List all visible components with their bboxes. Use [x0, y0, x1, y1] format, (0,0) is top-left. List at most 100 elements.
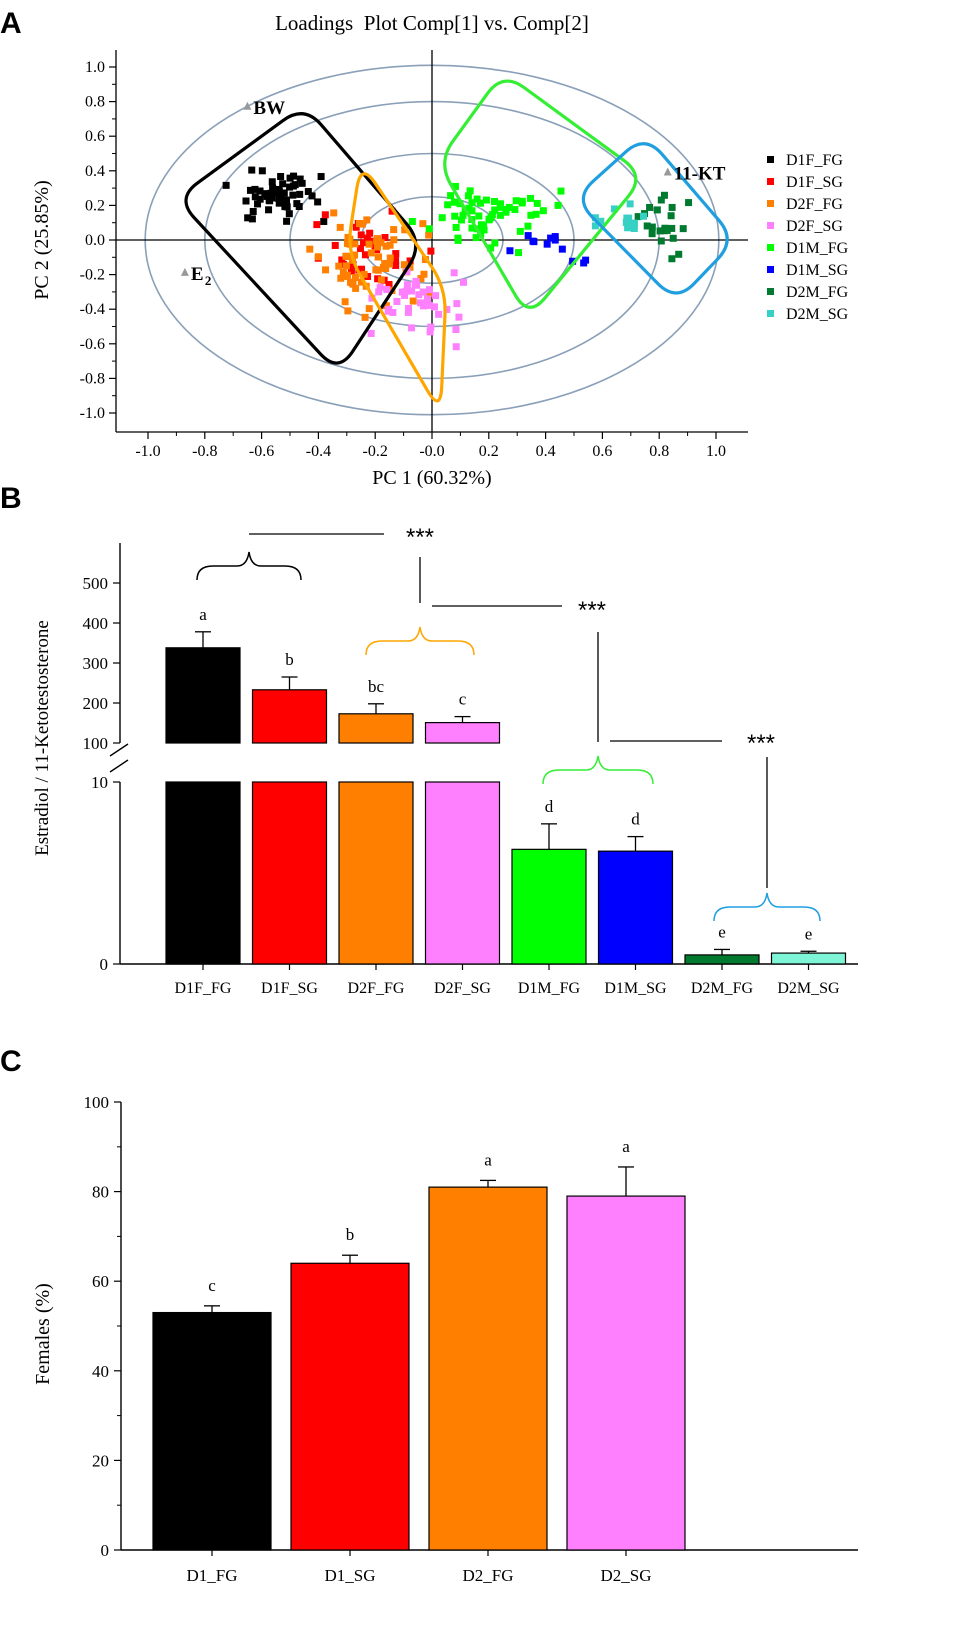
data-point: [406, 263, 414, 271]
data-point: [366, 229, 374, 237]
bar-b-y-label: Estradiol / 11-Ketotestosterone: [32, 620, 53, 856]
data-point: [452, 343, 460, 351]
data-point: [358, 265, 366, 273]
data-point: [646, 203, 654, 211]
x-tick-label: -0.8: [192, 443, 217, 460]
data-point: [626, 200, 634, 208]
significance-letter: a: [199, 605, 207, 624]
bar-D2M_FG: [684, 954, 760, 965]
y-tick-label: 0: [101, 1541, 110, 1560]
data-point: [363, 234, 371, 242]
data-point: [427, 247, 435, 255]
data-point: [491, 197, 499, 205]
data-point: [625, 224, 633, 232]
data-point: [419, 220, 427, 228]
data-point: [392, 250, 400, 258]
x-tick-label: D1F_FG: [175, 980, 232, 997]
data-point: [419, 288, 427, 296]
data-point: [385, 305, 393, 313]
y-tick-label: 500: [83, 574, 109, 593]
significance-stars: ***: [406, 524, 434, 551]
data-point: [275, 195, 283, 203]
data-point: [251, 185, 259, 193]
data-point: [386, 254, 394, 262]
data-point: [314, 253, 322, 261]
bar-D1F_FG-lower: [165, 781, 241, 965]
data-point: [657, 196, 665, 204]
data-point: [379, 263, 387, 271]
data-point: [622, 218, 630, 226]
bar-D2F_SG-lower: [424, 781, 501, 965]
data-point: [308, 192, 316, 200]
data-point: [365, 305, 373, 313]
scatter-axes: -1.0 -0.8 -0.6 -0.4 -0.2 -0.0 0.2 0.4 0.6 0.8 1.0 1…: [80, 50, 748, 460]
scatter-x-label: PC 1 (60.32%): [372, 467, 491, 489]
data-point: [388, 207, 396, 215]
data-point: [289, 191, 297, 199]
data-point: [351, 251, 359, 259]
data-point: [293, 200, 301, 208]
data-point: [539, 207, 547, 215]
data-point: [390, 226, 398, 234]
data-point: [648, 223, 656, 231]
data-point: [337, 274, 345, 282]
data-point: [254, 200, 262, 208]
data-point: [313, 221, 321, 229]
data-point: [374, 266, 382, 274]
legend-swatch-D2M_FG: [767, 288, 774, 295]
data-point: [547, 234, 555, 242]
points-D1M_SG: [506, 232, 590, 267]
data-point: [363, 216, 371, 224]
scatter-legend: D1F_FG D1F_SG D2F_FG D2F_SG D1M_FG D1M_SG D2M_…: [767, 152, 849, 323]
data-point: [491, 239, 499, 247]
group-box-blue: [581, 142, 729, 295]
data-point: [660, 191, 668, 199]
data-point: [425, 290, 433, 298]
x-tick-label: D2M_FG: [691, 980, 754, 997]
data-point: [443, 305, 451, 313]
data-point: [390, 236, 398, 244]
x-tick-label: D2M_SG: [777, 980, 840, 997]
legend-label: D1F_FG: [786, 152, 843, 169]
variable-subscript: 2: [205, 273, 212, 288]
legend-swatch-D1M_SG: [767, 266, 774, 273]
y-tick-label: 100: [83, 734, 109, 753]
y-tick-label: 0: [100, 955, 109, 974]
legend-swatch-D2M_SG: [767, 310, 774, 317]
legend-label: D1M_FG: [786, 240, 849, 257]
data-point: [529, 237, 537, 245]
points-D1F_FG: [222, 166, 328, 225]
significance-letter: bc: [368, 677, 385, 696]
points-D2F_SG: [367, 268, 467, 351]
bar-D1M_FG: [511, 848, 587, 965]
brace-d1f: [196, 551, 302, 581]
data-point: [321, 211, 329, 219]
data-point: [357, 278, 365, 286]
y-tick-label: 1.0: [85, 59, 105, 76]
data-point: [304, 188, 312, 196]
data-point: [404, 308, 412, 316]
legend-swatch-D2F_FG: [767, 200, 774, 207]
data-point: [296, 190, 304, 198]
data-point: [344, 233, 352, 241]
y-tick-label: 0.8: [85, 94, 105, 111]
x-tick-label: 0.6: [592, 443, 612, 460]
points-D1M_FG: [408, 182, 565, 257]
data-point: [466, 187, 474, 195]
data-point: [330, 209, 338, 217]
data-point: [685, 199, 693, 207]
data-point: [435, 310, 443, 318]
panel-b: B Estradiol / 11-Ketotestosterone 500 400…: [0, 482, 858, 997]
data-point: [479, 222, 487, 230]
data-point: [496, 211, 504, 219]
y-tick-label: 300: [83, 654, 109, 673]
data-point: [344, 307, 352, 315]
significance-letter: c: [459, 690, 467, 709]
y-tick-label: 0.0: [85, 232, 105, 249]
legend-label: D2F_SG: [786, 218, 843, 235]
data-point: [286, 174, 294, 182]
bar-D1F_SG-lower: [251, 781, 328, 965]
data-point: [473, 195, 481, 203]
data-point: [357, 231, 365, 239]
data-point: [496, 203, 504, 211]
